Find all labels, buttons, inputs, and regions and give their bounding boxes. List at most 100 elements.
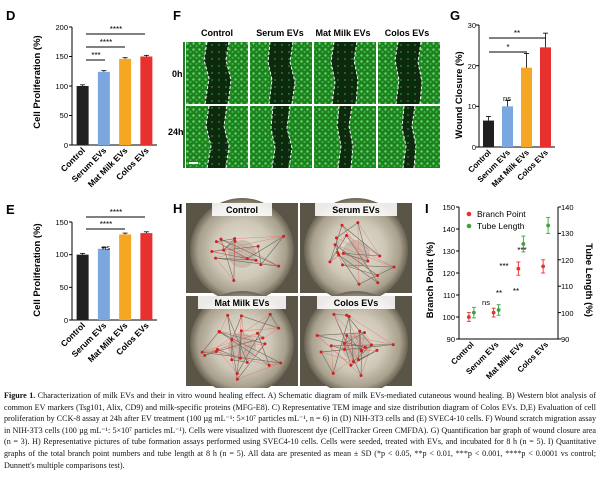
- tube-segment: [231, 327, 279, 360]
- data-point: [541, 264, 546, 269]
- data-point: [516, 266, 521, 271]
- branch-point-marker: [282, 234, 286, 238]
- panel-letter-d: D: [6, 8, 15, 23]
- tube-segment: [334, 244, 395, 268]
- branch-point-marker: [256, 331, 260, 335]
- branch-point-marker: [345, 333, 349, 337]
- data-point: [496, 308, 501, 312]
- panel-i-ytick: 100: [561, 309, 574, 318]
- data-point: [471, 310, 476, 315]
- branch-point-marker: [319, 350, 323, 354]
- branch-point-marker: [315, 333, 319, 337]
- branch-point-marker: [239, 314, 243, 318]
- tube-segment: [336, 237, 395, 268]
- tube-segment: [346, 335, 394, 345]
- branch-point-marker: [261, 336, 265, 340]
- scratch-image: [378, 105, 440, 169]
- tube-segment: [320, 351, 334, 374]
- tube-segment: [317, 335, 352, 366]
- branch-point-marker: [356, 221, 360, 225]
- branch-point-marker: [217, 329, 221, 333]
- branch-point-marker: [245, 257, 249, 261]
- sig-label: *: [506, 43, 509, 52]
- bar: [119, 234, 132, 320]
- branch-point-marker: [328, 260, 332, 264]
- panel-f-rail: [183, 42, 185, 168]
- tube-segment: [343, 253, 380, 257]
- panel-i-ytick: 140: [442, 225, 455, 234]
- tube-label-backgrounds: [198, 203, 397, 309]
- panel-i-yticks-left: 90 100 110 120 130 140 150: [442, 203, 455, 344]
- branch-point-marker: [358, 329, 362, 333]
- caption-label: Figure 1.: [4, 391, 36, 400]
- tube-segment: [202, 343, 265, 353]
- panel-i-ytick: 100: [442, 313, 455, 322]
- sig-label: **: [513, 287, 519, 296]
- branch-point-marker: [391, 343, 395, 347]
- bar: [76, 86, 89, 145]
- panel-d-ytick: 50: [60, 111, 68, 120]
- branch-point-marker: [332, 312, 336, 316]
- tube-segment: [358, 350, 378, 361]
- figure-panels: D Cell Proliferation (%) 0 50 100 150 20…: [6, 8, 594, 388]
- tube-segment: [269, 314, 279, 329]
- tube-segment: [329, 253, 344, 263]
- sig-label: ****: [110, 25, 122, 34]
- tube-images: [186, 198, 412, 388]
- tube-segment: [231, 359, 238, 380]
- tube-segment: [234, 236, 284, 239]
- tube-segment: [329, 235, 347, 263]
- tube-image-label: Serum EVs: [332, 205, 380, 215]
- tube-segment: [215, 257, 279, 267]
- panel-i-ylabel-left: Branch Point (%): [425, 242, 436, 319]
- panel-d-ytick: 150: [55, 52, 68, 61]
- tube-segment: [227, 315, 248, 363]
- panel-e-ytick: 100: [55, 250, 68, 259]
- tube-segment: [333, 314, 347, 316]
- tube-image-label: Control: [226, 205, 258, 215]
- sig-label: ****: [100, 38, 112, 47]
- scratch-image: [314, 41, 376, 105]
- tube-segment: [219, 331, 281, 364]
- tube-segment: [336, 237, 344, 254]
- tube-segment: [332, 316, 350, 374]
- panel-i-ytick: 140: [561, 203, 574, 212]
- branch-point-marker: [351, 360, 355, 364]
- branch-point-marker: [345, 313, 349, 317]
- branch-point-marker: [263, 342, 267, 346]
- tube-segment: [333, 314, 366, 348]
- panel-e-ytick: 150: [55, 218, 68, 227]
- branch-point-marker: [235, 372, 239, 376]
- sig-label: **: [496, 289, 502, 298]
- panel-letter-e: E: [6, 202, 15, 217]
- tube-segment: [257, 333, 270, 366]
- branch-point-marker: [203, 353, 207, 357]
- tube-segment: [237, 343, 266, 380]
- tube-segment: [331, 345, 345, 350]
- tube-segment: [236, 315, 242, 374]
- panel-i-ytick: 150: [442, 203, 455, 212]
- tube-segment: [334, 244, 378, 276]
- tube-segment: [217, 349, 238, 374]
- panel-g-significance: ns * **: [489, 29, 546, 103]
- tube-segment: [218, 331, 270, 366]
- scratch-images: [186, 41, 440, 169]
- branch-point-marker: [342, 341, 346, 345]
- tube-segment: [333, 314, 362, 376]
- panel-f-col-header: Control: [201, 28, 233, 38]
- panel-g-ytick: 10: [468, 102, 476, 111]
- panel-i-ytick: 90: [447, 335, 455, 344]
- tube-segment: [241, 327, 279, 332]
- tube-segment: [357, 222, 360, 285]
- tube-segment: [346, 235, 380, 257]
- tube-segment: [359, 331, 362, 351]
- branch-point-marker: [256, 244, 260, 248]
- branch-point-marker: [341, 263, 345, 267]
- panel-i: I Branch Point (%) Tube Length (%) 90 10…: [425, 201, 594, 381]
- branch-point-marker: [214, 350, 218, 354]
- bar: [97, 71, 110, 145]
- branch-point-marker: [329, 344, 333, 348]
- tube-segment: [349, 316, 394, 345]
- branch-point-marker: [239, 329, 243, 333]
